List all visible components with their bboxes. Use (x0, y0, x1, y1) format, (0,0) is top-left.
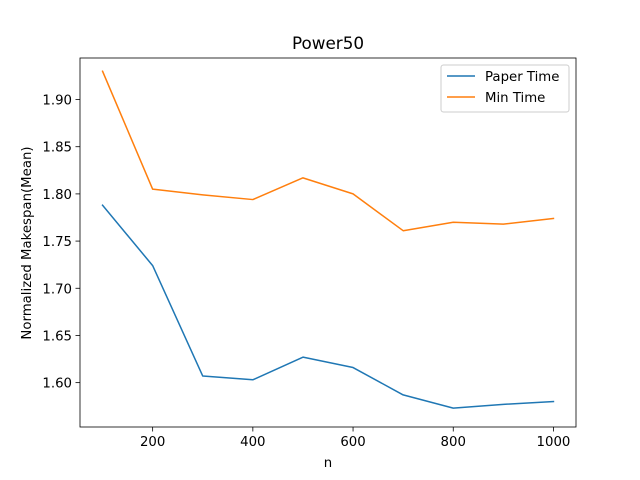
y-tick-label: 1.60 (42, 377, 72, 392)
y-tick-label: 1.75 (42, 235, 72, 250)
plot-frame (79, 57, 577, 428)
y-tick-label: 1.85 (42, 141, 72, 156)
x-axis-ticks: 200 400 600 800 1000 (140, 427, 570, 450)
y-tick-label: 1.65 (42, 329, 72, 344)
legend-label-2: Min Time (485, 91, 545, 106)
x-tick-label: 200 (140, 435, 165, 450)
x-tick-label: 1000 (537, 435, 571, 450)
series-lines (101, 70, 555, 409)
chart-title: Power50 (292, 33, 364, 53)
y-axis-ticks: 1.60 1.65 1.70 1.75 1.80 1.85 1.90 (42, 94, 80, 392)
x-tick-label: 400 (240, 435, 265, 450)
series-line-1 (101, 204, 555, 409)
y-tick-label: 1.80 (42, 188, 72, 203)
y-tick-label: 1.70 (42, 282, 72, 297)
legend-label-1: Paper Time (485, 70, 559, 85)
legend: Paper Time Min Time (440, 64, 570, 113)
y-axis-label: Normalized Makespan(Mean) (20, 146, 35, 339)
plot-area (79, 57, 577, 428)
y-tick-label: 1.90 (42, 94, 72, 109)
x-tick-label: 800 (441, 435, 466, 450)
series-line-2 (101, 70, 555, 232)
x-axis-label: n (324, 456, 332, 471)
x-tick-label: 600 (340, 435, 365, 450)
